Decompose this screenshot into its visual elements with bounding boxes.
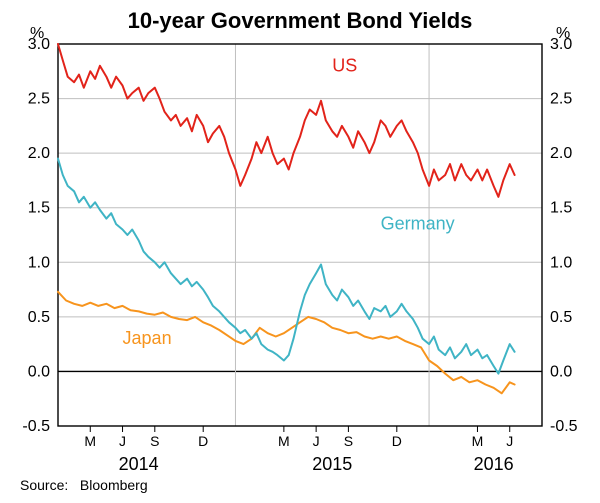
svg-text:%: %	[30, 25, 44, 42]
chart-source: Source: Bloomberg	[20, 477, 148, 493]
svg-text:-0.5: -0.5	[22, 418, 50, 435]
svg-text:2.5: 2.5	[28, 91, 50, 108]
svg-text:J: J	[313, 433, 320, 449]
svg-text:S: S	[150, 433, 159, 449]
svg-text:-0.5: -0.5	[550, 418, 578, 435]
svg-text:J: J	[506, 433, 513, 449]
svg-text:1.0: 1.0	[550, 254, 572, 271]
svg-text:D: D	[198, 433, 208, 449]
source-label: Source:	[20, 477, 68, 493]
svg-text:2.0: 2.0	[28, 145, 50, 162]
svg-text:US: US	[332, 55, 357, 75]
svg-text:S: S	[344, 433, 353, 449]
svg-text:0.0: 0.0	[28, 363, 50, 380]
svg-text:M: M	[84, 433, 96, 449]
svg-text:1.5: 1.5	[28, 200, 50, 217]
svg-text:2015: 2015	[312, 454, 352, 474]
svg-text:%: %	[556, 25, 570, 42]
svg-text:0.0: 0.0	[550, 363, 572, 380]
svg-text:2014: 2014	[119, 454, 159, 474]
chart-container: 10-year Government Bond Yields -0.5-0.50…	[0, 0, 600, 503]
svg-text:J: J	[119, 433, 126, 449]
svg-text:Japan: Japan	[123, 328, 172, 348]
line-chart: -0.5 -0.5 0.0 0.0 0.5 0.5 1.0 1.0 1.5 1.5 2.0 2.0 2.…	[0, 0, 600, 503]
svg-text:1.5: 1.5	[550, 200, 572, 217]
svg-text:Germany: Germany	[381, 214, 455, 234]
svg-text:M: M	[472, 433, 484, 449]
svg-text:0.5: 0.5	[28, 309, 50, 326]
svg-text:2016: 2016	[474, 454, 514, 474]
svg-text:0.5: 0.5	[550, 309, 572, 326]
source-value: Bloomberg	[80, 477, 148, 493]
svg-text:2.5: 2.5	[550, 91, 572, 108]
svg-text:M: M	[278, 433, 290, 449]
svg-text:D: D	[392, 433, 402, 449]
svg-text:2.0: 2.0	[550, 145, 572, 162]
svg-text:1.0: 1.0	[28, 254, 50, 271]
